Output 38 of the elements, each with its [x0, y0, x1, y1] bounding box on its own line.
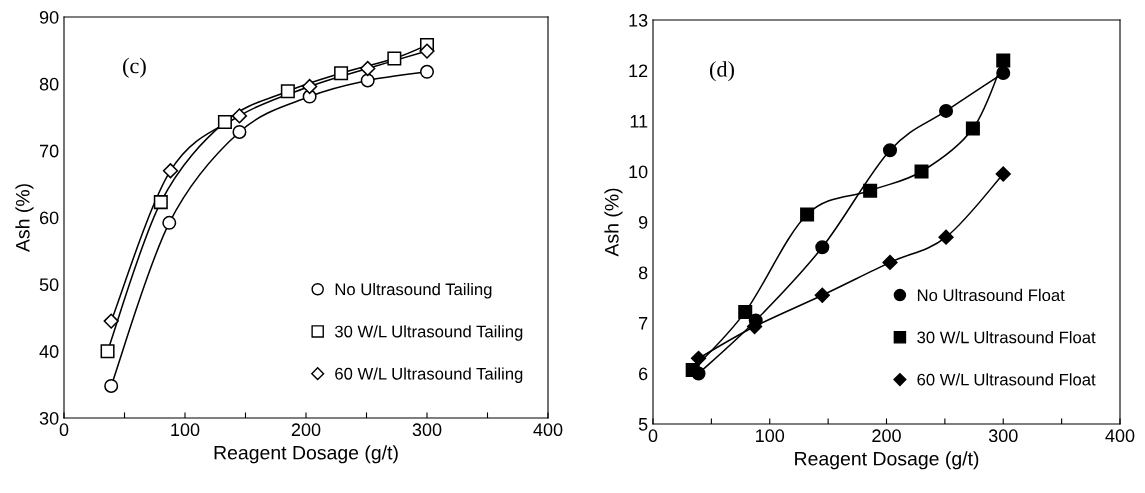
legend-label: No Ultrasound Float — [917, 288, 1065, 302]
y-tick-label: 5 — [638, 418, 648, 431]
x-tick-label: 200 — [872, 429, 901, 443]
y-tick-label: 90 — [39, 10, 59, 24]
legend-label: 60 W/L Ultrasound Float — [917, 373, 1096, 386]
y-tick-label: 80 — [39, 77, 59, 91]
x-axis-title: Reagent Dosage (g/t) — [795, 451, 979, 470]
x-tick-label: 400 — [533, 423, 563, 437]
y-tick-label: 40 — [39, 345, 59, 358]
y-tick-label: 13 — [629, 13, 648, 27]
y-tick-label: 50 — [39, 278, 59, 292]
x-tick-label: 300 — [988, 429, 1018, 443]
y-tick-label: 30 — [39, 411, 59, 425]
legend-label: 30 W/L Ultrasound Float — [917, 331, 1096, 344]
x-tick-label: 100 — [171, 423, 200, 437]
legend-label: 60 W/L Ultrasound Tailing — [335, 367, 523, 383]
y-axis-title: Ash (%) — [15, 184, 34, 253]
x-tick-label: 300 — [412, 423, 442, 437]
y-tick-label: 70 — [39, 144, 59, 158]
x-tick-label: 0 — [59, 423, 69, 437]
x-axis-title: Reagent Dosage (g/t) — [214, 445, 398, 464]
y-tick-label: 9 — [638, 215, 648, 229]
y-tick-label: 11 — [630, 115, 648, 128]
x-tick-label: 0 — [648, 429, 658, 443]
y-tick-label: 8 — [638, 266, 648, 280]
x-tick-label: 100 — [756, 429, 785, 443]
y-axis-title: Ash (%) — [604, 188, 623, 257]
y-tick-label: 7 — [639, 317, 648, 330]
y-tick-label: 60 — [39, 211, 59, 225]
annotation: (c) — [123, 57, 146, 78]
x-tick-label: 400 — [1105, 429, 1135, 443]
y-tick-label: 12 — [629, 64, 648, 78]
legend-label: 30 W/L Ultrasound Tailing — [334, 325, 523, 341]
legend-label: No Ultrasound Tailing — [335, 283, 492, 299]
x-tick-label: 200 — [291, 423, 321, 437]
y-tick-label: 10 — [629, 165, 648, 179]
annotation: (d) — [710, 61, 734, 82]
y-tick-label: 6 — [639, 367, 648, 381]
